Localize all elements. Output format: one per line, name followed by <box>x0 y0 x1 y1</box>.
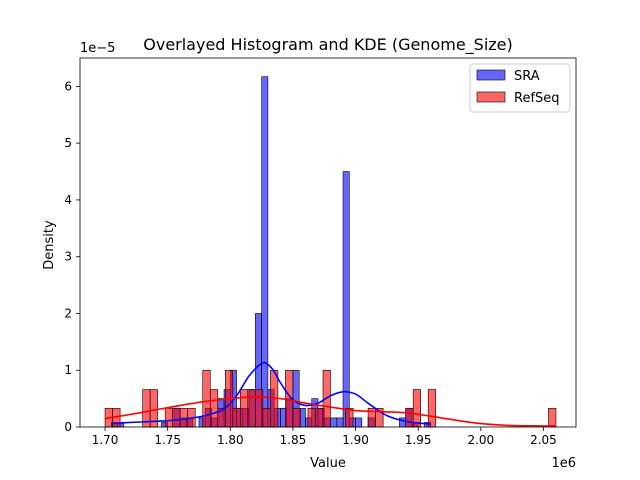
sra-histogram-bar <box>261 76 269 428</box>
refseq-histogram-bar <box>345 407 354 428</box>
refseq-histogram-bar <box>202 369 211 428</box>
y-axis-ticks: 0 1 2 3 4 5 6 <box>64 79 80 434</box>
refseq-histogram-bar <box>548 407 557 428</box>
x-offset-label: 1e6 <box>551 456 576 471</box>
legend-swatch-refseq <box>476 91 506 103</box>
refseq-histogram-bar <box>255 389 264 428</box>
legend-swatch-sra <box>476 69 506 81</box>
sra-kde-line <box>111 361 431 425</box>
refseq-histogram-bar <box>412 389 421 428</box>
x-tick-label: 1.90 <box>342 433 369 447</box>
refseq-histogram-bar <box>405 407 414 428</box>
sra-histogram-bar <box>336 417 344 428</box>
y-tick-label: 4 <box>64 193 72 207</box>
x-tick-label: 2.05 <box>530 433 557 447</box>
refseq-histogram-bar <box>232 407 241 428</box>
x-axis-ticks: 1.70 1.75 1.80 1.85 1.90 1.95 2.00 2.05 <box>92 427 557 447</box>
x-tick-label: 2.00 <box>467 433 494 447</box>
sra-histogram-bar <box>330 417 338 428</box>
refseq-histogram-bar <box>247 389 256 428</box>
refseq-histogram-bar <box>427 389 437 428</box>
x-axis-label: Value <box>310 456 346 471</box>
y-tick-label: 2 <box>64 306 72 320</box>
legend: SRA RefSeq <box>469 63 571 113</box>
refseq-histogram-bar <box>209 389 219 428</box>
y-offset-label: 1e−5 <box>80 41 115 56</box>
refseq-histogram-bar <box>315 407 324 428</box>
refseq-histogram-bar <box>179 407 189 428</box>
x-tick-label: 1.75 <box>154 433 181 447</box>
y-axis-label: Density <box>42 220 57 270</box>
refseq-histogram-bar <box>164 407 173 428</box>
y-tick-label: 1 <box>64 363 72 377</box>
refseq-histogram-bar <box>172 407 181 428</box>
x-tick-label: 1.85 <box>280 433 307 447</box>
refseq-histogram-bar <box>307 407 316 428</box>
legend-label-refseq: RefSeq <box>514 91 560 106</box>
y-tick-label: 6 <box>64 79 72 93</box>
y-tick-label: 3 <box>64 250 72 264</box>
y-tick-label: 0 <box>64 420 72 434</box>
x-tick-label: 1.80 <box>217 433 244 447</box>
refseq-kde-line <box>104 396 556 427</box>
x-tick-label: 1.95 <box>405 433 432 447</box>
sra-histogram-bar <box>355 417 363 428</box>
x-tick-label: 1.70 <box>92 433 119 447</box>
axes-frame <box>79 57 577 428</box>
chart-title: Overlayed Histogram and KDE (Genome_Size… <box>143 35 513 55</box>
refseq-histogram-bar <box>240 389 249 428</box>
y-tick-label: 5 <box>64 136 72 150</box>
sra-histogram-bar <box>342 171 350 428</box>
refseq-histogram-bar <box>262 407 271 428</box>
refseq-histogram-bar <box>292 407 301 428</box>
legend-label-sra: SRA <box>514 69 540 84</box>
kde-lines <box>104 361 556 427</box>
